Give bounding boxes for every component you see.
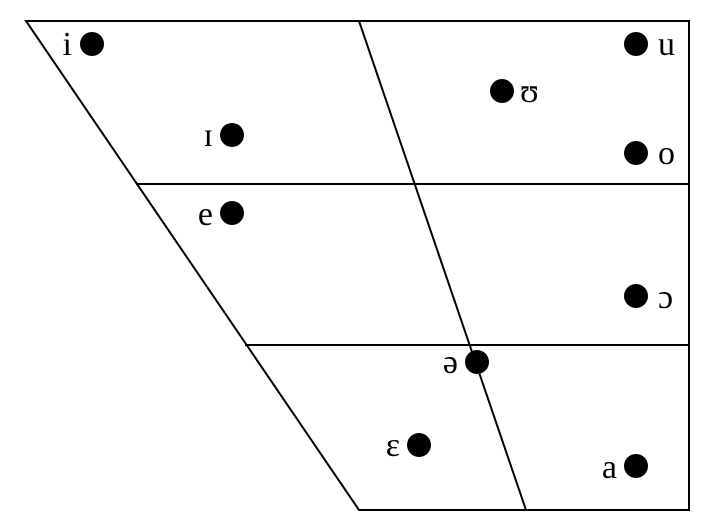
vowel-dot-small-cap-i (220, 123, 244, 147)
vowel-label-a: a (602, 449, 617, 486)
vowel-dot-schwa (465, 350, 489, 374)
vowel-dot-a (624, 454, 648, 478)
vowel-dot-horseshoe-u (490, 79, 514, 103)
vowel-label-horseshoe-u: ʊ (520, 73, 539, 110)
vowel-label-open-o: ɔ (658, 279, 673, 316)
vowel-label-small-cap-i: ɪ (204, 117, 213, 154)
vowel-dot-o (624, 141, 648, 165)
vowel-dot-e (220, 201, 244, 225)
vowel-dot-open-o (624, 284, 648, 308)
vowel-dot-i (80, 32, 104, 56)
vowel-trapezoid-svg: i u ʊ ɪ o e ɔ ə ɛ a (0, 0, 728, 531)
vowel-label-e: e (198, 196, 213, 233)
vowel-dot-epsilon (407, 433, 431, 457)
vowel-label-u: u (658, 26, 675, 63)
vowel-label-i: i (63, 26, 72, 63)
vowel-dot-u (624, 32, 648, 56)
vowel-label-o: o (658, 135, 675, 172)
vowel-label-schwa: ə (443, 344, 458, 381)
vowel-label-epsilon: ɛ (386, 427, 400, 464)
chart-background (0, 0, 728, 531)
vowel-chart-stage: i u ʊ ɪ o e ɔ ə ɛ a (0, 0, 728, 531)
